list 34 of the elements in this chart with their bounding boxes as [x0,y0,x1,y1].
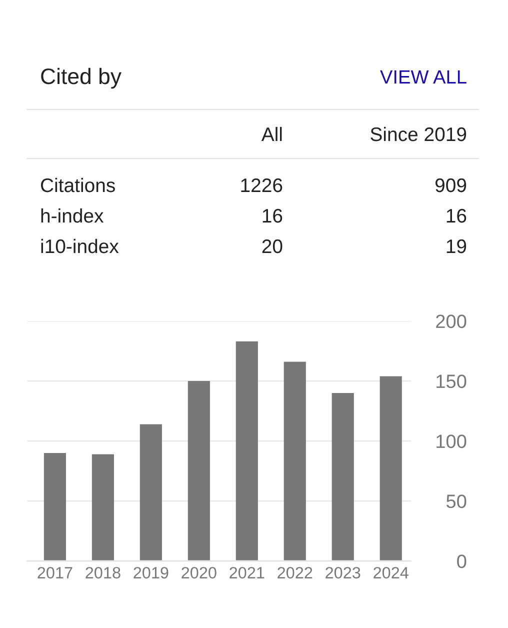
bar [140,424,162,561]
y-tick-label: 50 [446,494,466,508]
x-tick-label: 2021 [230,566,264,578]
y-tick-label: 100 [436,434,466,448]
x-tick-label: 2022 [278,566,312,578]
x-tick-label: 2023 [326,566,360,578]
text: Cited by [41,68,122,89]
text: i10-index [41,238,119,254]
text: 16 [446,208,466,223]
bar [332,393,354,561]
x-tick-label: 2024 [374,566,408,578]
bar [380,376,402,561]
y-tick-label: 200 [436,314,466,328]
text: h-index [41,208,104,223]
text: 19 [446,239,466,254]
y-tick-label: 0 [457,554,466,568]
bar [92,454,114,561]
x-tick-label: 2017 [38,566,72,578]
bar [284,362,306,561]
text: 20 [262,239,282,254]
bar [44,453,66,561]
bar [236,341,258,561]
x-tick-label: 2020 [182,566,216,578]
text: Since 2019 [370,126,466,142]
text: All [261,126,282,141]
text: 909 [435,178,466,192]
x-tick-label: 2019 [134,566,168,578]
text: 16 [262,208,282,223]
text: VIEW ALL [380,70,466,84]
y-tick-label: 150 [436,374,466,388]
bar [188,381,210,561]
x-tick-label: 2018 [86,566,120,578]
text: 1226 [241,178,282,192]
text: Citations [40,178,115,192]
